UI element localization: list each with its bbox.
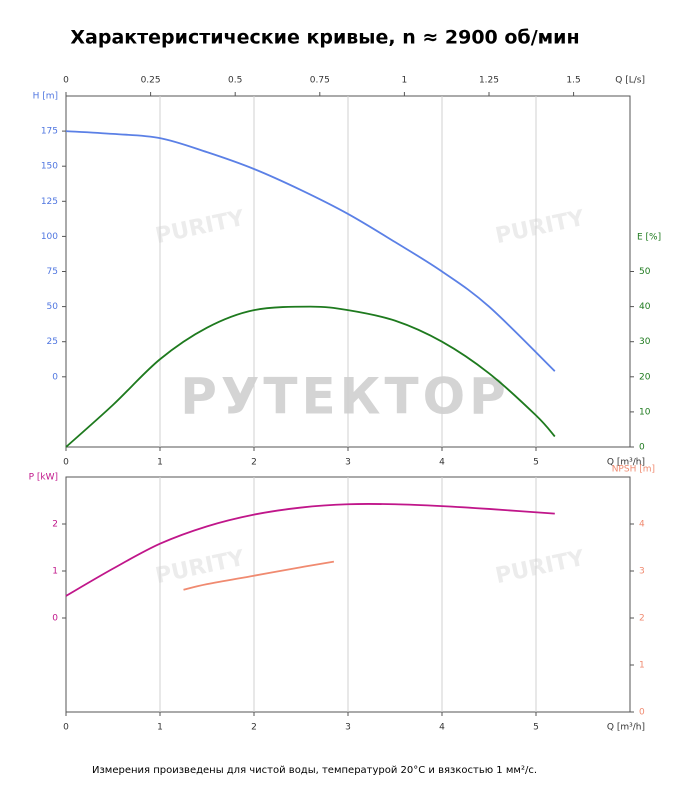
x2-tick-label: 0.25	[141, 76, 161, 86]
x-tick-label: 5	[533, 723, 539, 733]
series-line	[65, 305, 556, 448]
x2-tick-label: 1	[402, 76, 408, 86]
y-tick-label: 75	[47, 267, 58, 277]
x-tick-label: 1	[157, 723, 163, 733]
x-tick-label: 3	[345, 723, 351, 733]
y2-axis-label: E [%]	[637, 233, 661, 243]
x-tick-label: 0	[63, 458, 69, 468]
x2-tick-label: 1.25	[479, 76, 499, 86]
y-tick-label: 2	[52, 520, 58, 530]
watermark: РУТЕКТОР	[180, 368, 510, 426]
page-title: Характеристические кривые, n ≈ 2900 об/м…	[70, 27, 579, 49]
y2-tick-label: 1	[639, 661, 645, 671]
x-tick-label: 0	[63, 723, 69, 733]
y2-tick-label: 0	[639, 443, 645, 453]
y-tick-label: 100	[41, 232, 58, 242]
x-axis-label: Q [m³/h]	[607, 458, 645, 468]
y-tick-label: 0	[52, 372, 58, 382]
y-axis-label: P [kW]	[29, 473, 58, 483]
series-line	[65, 503, 555, 597]
x2-tick-label: 0.5	[228, 76, 242, 86]
y2-tick-label: 4	[639, 520, 645, 530]
logo-watermark: PURITY	[153, 546, 247, 589]
x2-axis-label: Q [L/s]	[615, 76, 645, 86]
y2-tick-label: 20	[639, 372, 651, 382]
x-tick-label: 2	[251, 723, 257, 733]
x-tick-label: 4	[439, 458, 445, 468]
x-tick-label: 3	[345, 458, 351, 468]
y-tick-label: 0	[52, 614, 58, 624]
x2-tick-label: 1.5	[566, 76, 580, 86]
footnote: Измерения произведены для чистой воды, т…	[92, 765, 537, 776]
series-line	[183, 560, 335, 591]
y2-tick-label: 30	[639, 337, 651, 347]
series-line	[65, 130, 556, 372]
y2-tick-label: 3	[639, 567, 645, 577]
x-axis-label: Q [m³/h]	[607, 723, 645, 733]
y2-tick-label: 40	[639, 302, 651, 312]
y-tick-label: 175	[41, 127, 58, 137]
x-tick-label: 1	[157, 458, 163, 468]
logo-watermark: PURITY	[153, 206, 247, 249]
x-tick-label: 2	[251, 458, 257, 468]
y-tick-label: 125	[41, 197, 58, 207]
y2-tick-label: 50	[639, 267, 651, 277]
x2-tick-label: 0	[63, 76, 69, 86]
y2-tick-label: 10	[639, 407, 651, 417]
x-tick-label: 4	[439, 723, 445, 733]
y2-tick-label: 2	[639, 614, 645, 624]
y2-axis-label: NPSH [m]	[612, 465, 655, 475]
y2-tick-label: 0	[639, 708, 645, 718]
logo-watermark: PURITY	[493, 546, 587, 589]
x-tick-label: 5	[533, 458, 539, 468]
logo-watermark: PURITY	[493, 206, 587, 249]
x2-tick-label: 0.75	[310, 76, 330, 86]
y-tick-label: 50	[47, 302, 59, 312]
y-tick-label: 1	[52, 567, 58, 577]
y-axis-label: H [m]	[33, 92, 58, 102]
y-tick-label: 150	[41, 162, 58, 172]
y-tick-label: 25	[47, 337, 58, 347]
